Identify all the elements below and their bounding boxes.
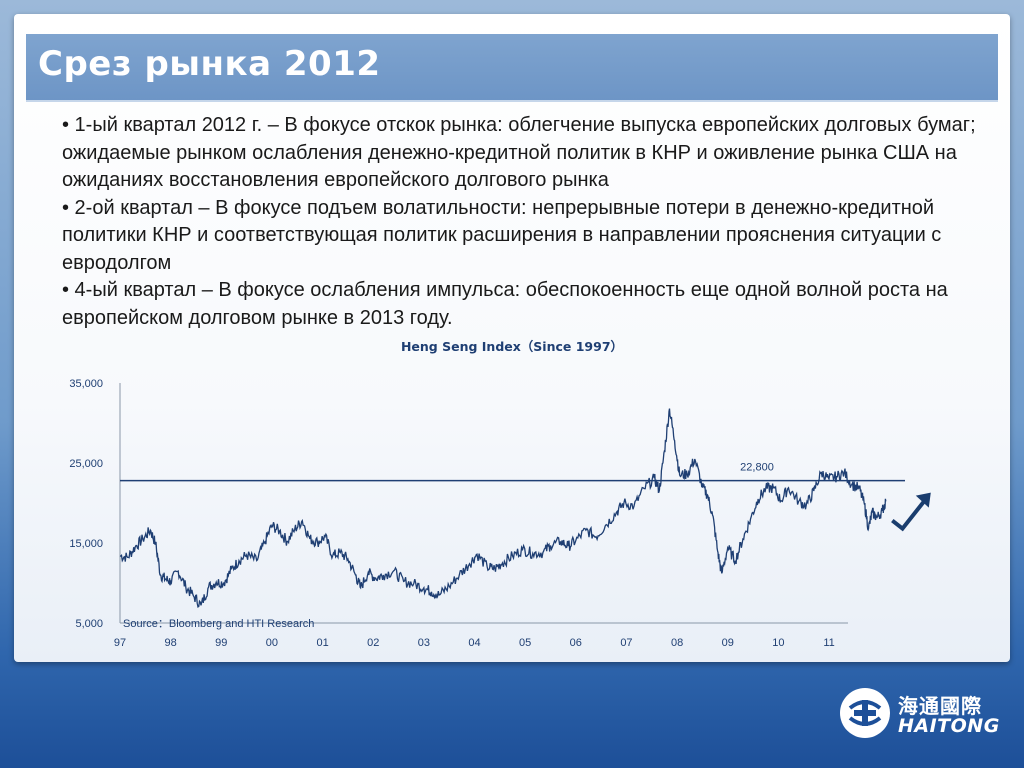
bullet-q4: • 4-ый квартал – В фокусе ослабления имп… [62, 279, 948, 329]
x-tick-label: 07 [620, 637, 632, 649]
title-bar: Срез рынка 2012 [26, 34, 998, 102]
chart-source-note: Source：Bloomberg and HTI Research [123, 618, 314, 630]
haitong-logo: 海通國際 HAITONG [840, 688, 1000, 744]
y-tick-label: 35,000 [69, 378, 103, 390]
x-tick-label: 11 [823, 637, 834, 649]
reference-line-label: 22,800 [740, 462, 774, 474]
x-tick-label: 08 [671, 637, 683, 649]
x-tick-label: 10 [772, 637, 784, 649]
x-tick-label: 05 [519, 637, 531, 649]
x-tick-label: 09 [722, 637, 734, 649]
x-tick-label: 97 [114, 637, 126, 649]
bullet-q1: • 1-ый квартал 2012 г. – В фокусе отскок… [62, 114, 976, 191]
projection-arrow-head [915, 492, 931, 508]
projection-arrow [891, 495, 930, 532]
y-tick-label: 15,000 [69, 538, 103, 550]
series-line [119, 408, 887, 608]
x-tick-label: 99 [215, 637, 227, 649]
x-tick-label: 02 [367, 637, 379, 649]
bullet-q2: • 2-ой квартал – В фокусе подъем волатил… [62, 196, 942, 274]
logo-chinese-text: 海通國際 [898, 694, 982, 718]
slide-title: Срез рынка 2012 [38, 44, 381, 84]
haitong-logo-icon [840, 688, 890, 738]
x-tick-label: 00 [266, 637, 278, 649]
x-tick-label: 04 [468, 637, 480, 649]
y-tick-label: 25,000 [69, 458, 103, 470]
x-tick-label: 03 [418, 637, 430, 649]
bullet-list: • 1-ый квартал 2012 г. – В фокусе отскок… [62, 112, 992, 332]
x-tick-label: 01 [316, 637, 328, 649]
x-tick-label: 06 [570, 637, 582, 649]
chart-title: Heng Seng Index（Since 1997） [400, 339, 624, 354]
logo-english-text: HAITONG [898, 715, 1000, 737]
y-tick-label: 5,000 [75, 618, 103, 630]
x-tick-label: 98 [165, 637, 177, 649]
